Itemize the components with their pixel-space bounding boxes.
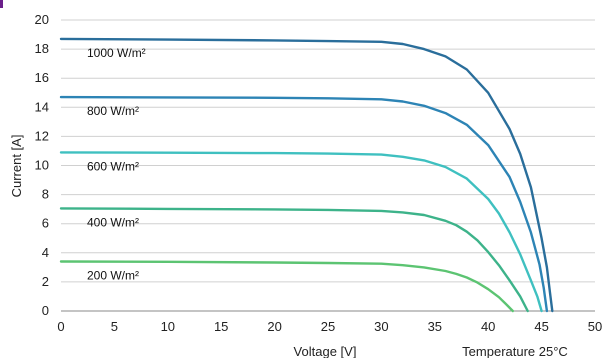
x-tick-label: 0 (57, 319, 64, 334)
corner-accent (0, 0, 3, 8)
y-tick-label: 16 (35, 70, 49, 85)
y-axis-title: Current [A] (9, 135, 24, 198)
x-tick-labels: 0 5 10 15 20 25 30 35 40 45 50 (57, 319, 602, 334)
y-tick-label: 12 (35, 128, 49, 143)
series-line (59, 151, 543, 313)
series-line (59, 207, 529, 313)
series-labels: 1000 W/m² 800 W/m² 600 W/m² 400 W/m² 200 W/m… (87, 46, 146, 283)
y-tick-label: 8 (42, 187, 49, 202)
series-line (59, 260, 514, 313)
y-tick-label: 4 (42, 245, 49, 260)
x-axis-title: Voltage [V] (294, 344, 357, 358)
y-tick-label: 6 (42, 216, 49, 231)
x-tick-label: 50 (588, 319, 602, 334)
x-tick-label: 10 (161, 319, 175, 334)
y-tick-labels: 0 2 4 6 8 10 12 14 16 18 20 (35, 12, 49, 318)
temperature-note: Temperature 25°C (462, 344, 568, 358)
series-label: 200 W/m² (87, 269, 139, 283)
y-tick-label: 10 (35, 158, 49, 173)
y-tick-label: 2 (42, 274, 49, 289)
y-tick-label: 0 (42, 303, 49, 318)
series-label: 1000 W/m² (87, 46, 146, 60)
x-tick-label: 15 (214, 319, 228, 334)
x-tick-label: 30 (374, 319, 388, 334)
series-label: 400 W/m² (87, 215, 139, 229)
series-line (59, 37, 554, 313)
x-tick-label: 45 (534, 319, 548, 334)
x-tick-label: 35 (428, 319, 442, 334)
x-tick-label: 20 (267, 319, 281, 334)
y-tick-label: 20 (35, 12, 49, 27)
series-label: 600 W/m² (87, 159, 139, 173)
x-tick-label: 5 (111, 319, 118, 334)
x-tick-label: 25 (321, 319, 335, 334)
y-tick-label: 18 (35, 41, 49, 56)
y-tick-label: 14 (35, 99, 49, 114)
gridlines (61, 19, 595, 283)
series-label: 800 W/m² (87, 104, 139, 118)
series-line (59, 95, 549, 313)
x-tick-label: 40 (481, 319, 495, 334)
series-lines (59, 37, 554, 313)
